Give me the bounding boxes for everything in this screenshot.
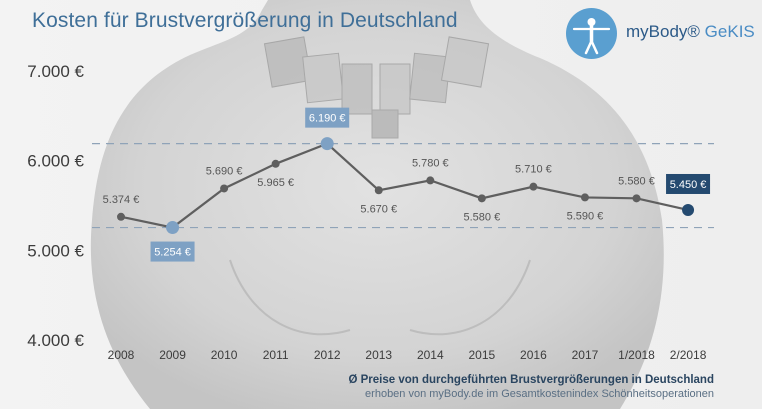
- data-point: [271, 159, 280, 168]
- data-label: 5.780 €: [412, 157, 449, 169]
- data-label: 5.450 €: [670, 179, 707, 191]
- x-axis: 2008 2009 2010 2011 2012 2013 2014 2015 2016 2017…: [108, 348, 707, 362]
- y-tick-label: 7.000 €: [27, 62, 84, 81]
- logo-sub: GeKIS: [704, 22, 755, 41]
- data-label: 5.374 €: [103, 194, 140, 206]
- data-point: [529, 182, 538, 191]
- footnote-title: Ø Preise von durchgeführten Brustvergröß…: [348, 374, 714, 386]
- logo-text: myBody® GeKIS: [626, 22, 755, 42]
- data-labels: 5.374 € 5.254 € 5.690 € 5.965 € 6.190 € 5.670…: [103, 107, 711, 262]
- highlight-point: [320, 137, 334, 151]
- data-point: [632, 194, 641, 203]
- y-axis: 7.000 € 6.000 € 5.000 € 4.000 €: [27, 62, 84, 350]
- x-tick-label: 2011: [263, 348, 289, 362]
- x-tick-label: 2016: [520, 348, 547, 362]
- x-tick-label: 2008: [108, 348, 135, 362]
- data-point: [426, 176, 435, 185]
- price-series: [117, 137, 695, 235]
- reference-lines: [92, 143, 714, 229]
- series-line: [120, 142, 689, 229]
- y-tick-label: 6.000 €: [27, 152, 84, 171]
- data-label-box: [666, 173, 711, 194]
- x-tick-label: 2015: [468, 348, 495, 362]
- vitruvian-figure-icon: [572, 18, 611, 55]
- highlight-point: [166, 221, 180, 235]
- data-point: [220, 184, 229, 193]
- data-label: 6.190 €: [309, 113, 346, 125]
- x-tick-label: 2017: [572, 348, 599, 362]
- data-label: 5.590 €: [567, 210, 604, 222]
- torso-silhouette: [90, 0, 664, 409]
- x-tick-label: 2014: [417, 348, 444, 362]
- y-tick-label: 4.000 €: [27, 331, 84, 350]
- logo-brand: myBody®: [626, 22, 700, 41]
- data-label-box: [305, 107, 350, 128]
- x-tick-label: 2009: [159, 348, 186, 362]
- data-label: 5.580 €: [618, 175, 655, 187]
- footnote: Ø Preise von durchgeführten Brustvergröß…: [348, 374, 714, 400]
- data-label: 5.254 €: [154, 247, 191, 259]
- x-tick-label: 2013: [365, 348, 392, 362]
- logo-emblem: [566, 8, 617, 59]
- data-point: [117, 212, 125, 221]
- x-tick-label: 2010: [211, 348, 238, 362]
- data-point: [374, 186, 383, 195]
- data-label: 5.710 €: [515, 164, 552, 176]
- x-tick-label: 1/2018: [618, 348, 655, 362]
- data-label: 5.690 €: [206, 165, 243, 177]
- data-point: [580, 193, 589, 202]
- data-label: 5.580 €: [463, 211, 500, 223]
- x-tick-label: 2/2018: [670, 348, 707, 362]
- y-tick-label: 5.000 €: [27, 241, 84, 260]
- data-label: 5.965 €: [257, 177, 294, 189]
- mybody-logo[interactable]: myBody® GeKIS: [566, 8, 756, 62]
- data-label-box: [150, 241, 195, 262]
- footnote-source: erhoben von myBody.de im Gesamtkostenind…: [365, 388, 714, 400]
- x-tick-label: 2012: [314, 348, 341, 362]
- necklace-graphic: [263, 36, 490, 139]
- page-title: Kosten für Brustvergrößerung in Deutschl…: [32, 9, 458, 32]
- current-point: [682, 203, 695, 216]
- data-point: [477, 194, 486, 203]
- data-label: 5.670 €: [360, 203, 397, 215]
